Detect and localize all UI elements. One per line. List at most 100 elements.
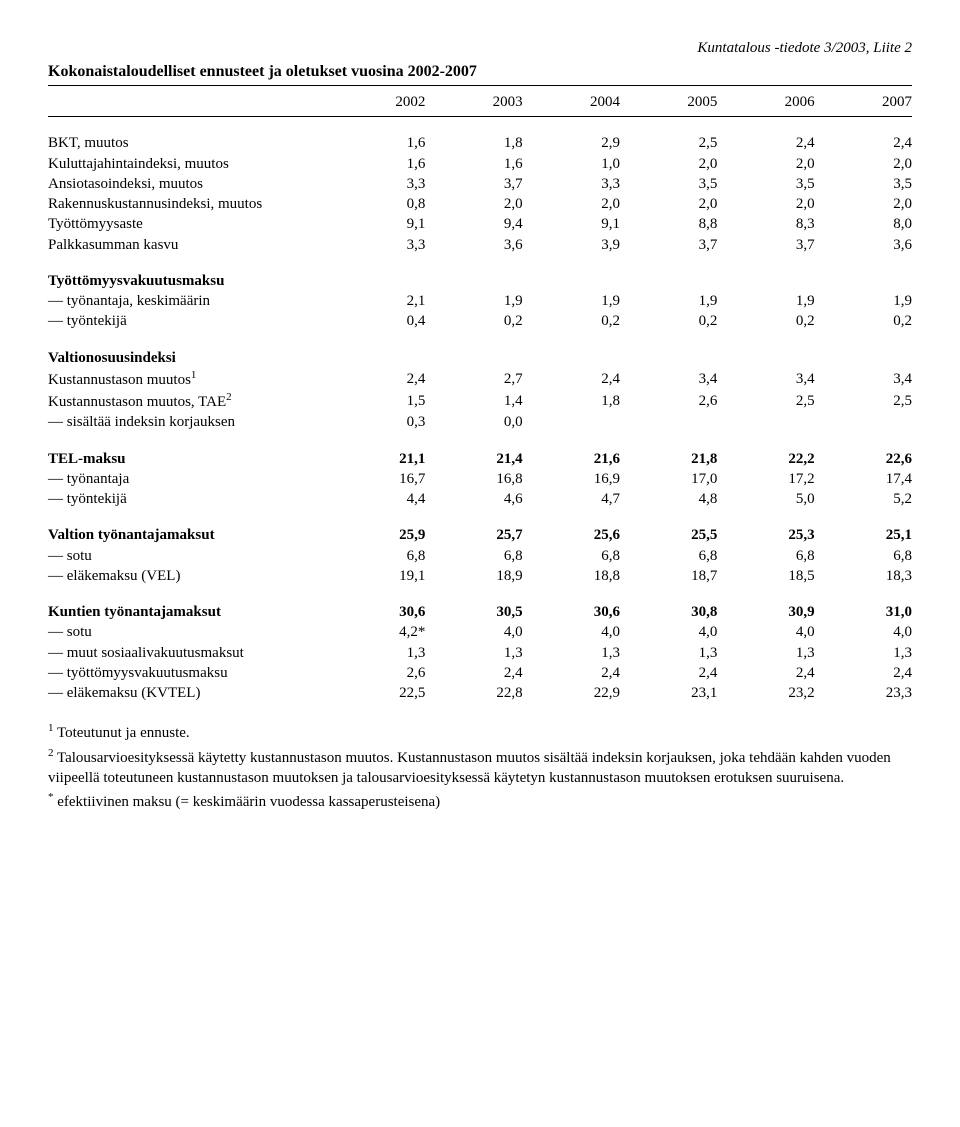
row-value: 9,1 (523, 214, 620, 234)
row-value: 3,9 (523, 235, 620, 255)
row-value: 0,0 (425, 412, 522, 432)
row-value: 2,4 (717, 133, 814, 153)
row-value: 2,0 (815, 154, 912, 174)
row-label: BKT, muutos (48, 133, 328, 153)
row-value (717, 412, 814, 432)
row-value: 23,3 (815, 683, 912, 703)
row-label: Kustannustason muutos1 (48, 368, 328, 390)
table-row: — muut sosiaalivakuutusmaksut1,31,31,31,… (48, 643, 912, 663)
row-value: 2,7 (425, 368, 522, 390)
row-label: — muut sosiaalivakuutusmaksut (48, 643, 328, 663)
row-value: 21,6 (523, 449, 620, 469)
row-value: 2,4 (815, 133, 912, 153)
row-value (815, 412, 912, 432)
row-value: 18,8 (523, 566, 620, 586)
footnote-1: 1 Toteutunut ja ennuste. (48, 721, 912, 743)
header-right: Kuntatalous -tiedote 3/2003, Liite 2 (48, 40, 912, 57)
row-label: — työnantaja, keskimäärin (48, 291, 328, 311)
row-value: 9,1 (328, 214, 425, 234)
row-value: 1,3 (717, 643, 814, 663)
row-value: 8,8 (620, 214, 717, 234)
row-value: 0,3 (328, 412, 425, 432)
footnotes: 1 Toteutunut ja ennuste. 2 Talousarvioes… (48, 721, 912, 812)
table-row: Ansiotasoindeksi, muutos3,33,73,33,53,53… (48, 174, 912, 194)
table-row: — sisältää indeksin korjauksen0,30,0 (48, 412, 912, 432)
row-value: 3,4 (717, 368, 814, 390)
row-value: 5,0 (717, 489, 814, 509)
row-value: 1,3 (328, 643, 425, 663)
row-value: 21,8 (620, 449, 717, 469)
row-value: 16,7 (328, 469, 425, 489)
table-row: Työttömyysaste9,19,49,18,88,38,0 (48, 214, 912, 234)
row-value: 2,6 (620, 390, 717, 412)
row-label: — eläkemaksu (KVTEL) (48, 683, 328, 703)
row-label: — työntekijä (48, 489, 328, 509)
row-label: Työttömyysaste (48, 214, 328, 234)
row-value: 2,0 (815, 194, 912, 214)
row-label: Ansiotasoindeksi, muutos (48, 174, 328, 194)
row-value: 4,8 (620, 489, 717, 509)
row-value: 2,0 (717, 194, 814, 214)
row-label: Kuntien työnantajamaksut (48, 602, 328, 622)
table-row: — työnantaja, keskimäärin2,11,91,91,91,9… (48, 291, 912, 311)
year-col: 2006 (717, 88, 814, 117)
row-value: 0,4 (328, 311, 425, 331)
row-label: TEL-maksu (48, 449, 328, 469)
row-value: 22,6 (815, 449, 912, 469)
row-value: 8,3 (717, 214, 814, 234)
row-value: 0,2 (717, 311, 814, 331)
row-label: Kuluttajahintaindeksi, muutos (48, 154, 328, 174)
row-value: 4,7 (523, 489, 620, 509)
row-value: 3,5 (717, 174, 814, 194)
row-value: 2,0 (717, 154, 814, 174)
footnote-2: 2 Talousarvioesityksessä käytetty kustan… (48, 746, 912, 789)
row-value: 17,2 (717, 469, 814, 489)
row-value: 17,4 (815, 469, 912, 489)
table-row: Rakennuskustannusindeksi, muutos0,82,02,… (48, 194, 912, 214)
row-value: 19,1 (328, 566, 425, 586)
row-value: 1,3 (815, 643, 912, 663)
row-value: 23,2 (717, 683, 814, 703)
row-label: — työnantaja (48, 469, 328, 489)
row-value: 2,0 (425, 194, 522, 214)
row-value: 17,0 (620, 469, 717, 489)
row-value: 3,7 (620, 235, 717, 255)
row-value: 1,9 (717, 291, 814, 311)
row-value: 3,4 (620, 368, 717, 390)
row-label: — sisältää indeksin korjauksen (48, 412, 328, 432)
row-value: 0,2 (425, 311, 522, 331)
row-value: 1,0 (523, 154, 620, 174)
section-gap (48, 433, 912, 449)
year-header-row: 2002 2003 2004 2005 2006 2007 (48, 88, 912, 117)
row-value: 30,6 (523, 602, 620, 622)
year-col: 2003 (425, 88, 522, 117)
row-value: 6,8 (425, 546, 522, 566)
row-value: 2,1 (328, 291, 425, 311)
row-value: 4,0 (523, 622, 620, 642)
row-value: 1,4 (425, 390, 522, 412)
row-value: 3,7 (717, 235, 814, 255)
table-row: Kustannustason muutos12,42,72,43,43,43,4 (48, 368, 912, 390)
row-value: 4,4 (328, 489, 425, 509)
row-value: 6,8 (328, 546, 425, 566)
row-value: 2,5 (620, 133, 717, 153)
table-row: — työttömyysvakuutusmaksu2,62,42,42,42,4… (48, 663, 912, 683)
divider-top (48, 85, 912, 86)
table-row: Kustannustason muutos, TAE21,51,41,82,62… (48, 390, 912, 412)
row-value: 0,2 (620, 311, 717, 331)
table-row: Valtion työnantajamaksut25,925,725,625,5… (48, 525, 912, 545)
row-value: 9,4 (425, 214, 522, 234)
row-value: 18,3 (815, 566, 912, 586)
section-head-label: Valtionosuusindeksi (48, 348, 912, 368)
row-value: 18,9 (425, 566, 522, 586)
row-value: 0,2 (815, 311, 912, 331)
row-value: 3,5 (620, 174, 717, 194)
row-value: 4,0 (620, 622, 717, 642)
table-row: Kuntien työnantajamaksut30,630,530,630,8… (48, 602, 912, 622)
row-value: 4,6 (425, 489, 522, 509)
table-row: — työnantaja16,716,816,917,017,217,4 (48, 469, 912, 489)
row-label: — sotu (48, 546, 328, 566)
row-value: 1,3 (425, 643, 522, 663)
row-value: 3,3 (328, 174, 425, 194)
row-value: 8,0 (815, 214, 912, 234)
